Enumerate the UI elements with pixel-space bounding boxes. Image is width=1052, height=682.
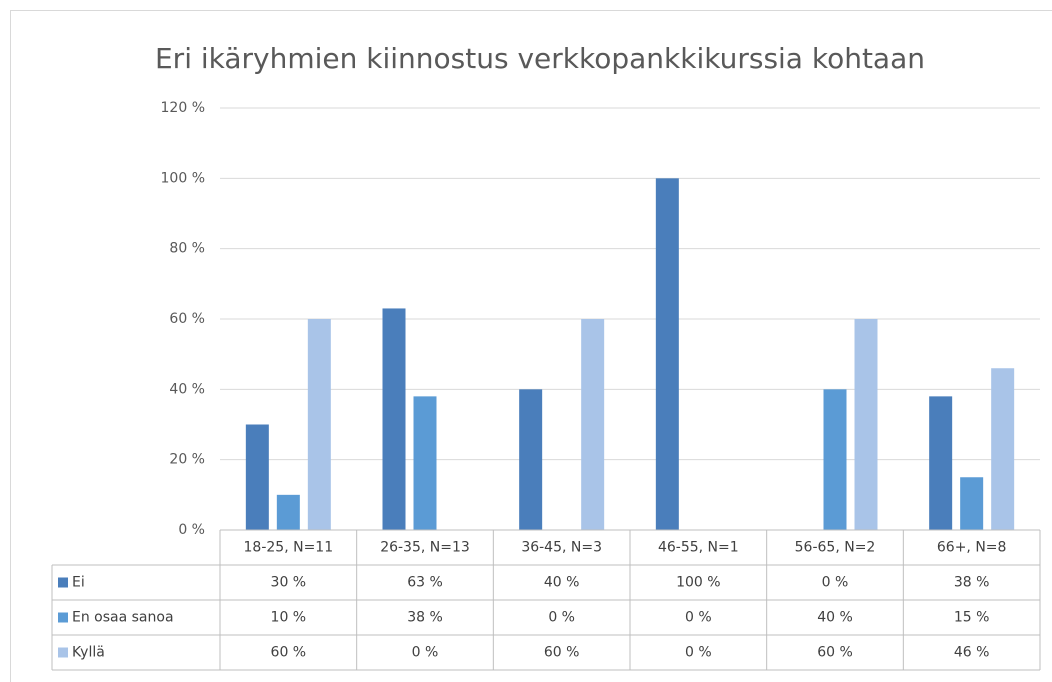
bar [382,308,406,530]
x-tick-label: 56-65, N=2 [795,540,876,556]
table-value: 38 % [954,575,990,591]
y-tick-label: 80 % [169,241,205,257]
y-tick-label: 120 % [161,100,205,116]
bar [519,389,543,530]
x-tick-label: 26-35, N=13 [380,540,470,556]
bar [991,368,1015,530]
bar [276,494,300,530]
table-value: 0 % [822,575,849,591]
table-value: 0 % [685,645,712,661]
bar [960,477,984,530]
y-tick-label: 0 % [178,522,205,538]
legend-label: Kyllä [72,645,105,661]
bar [854,319,878,530]
legend-swatch [58,612,68,623]
x-tick-label: 46-55, N=1 [658,540,739,556]
table-value: 60 % [271,645,307,661]
table-value: 100 % [676,575,720,591]
bar [581,319,605,530]
table-value: 38 % [407,610,443,626]
y-tick-label: 60 % [169,311,205,327]
x-tick-label: 66+, N=8 [937,540,1007,556]
legend-swatch [58,647,68,658]
legend-label: Ei [72,575,85,591]
bar [823,389,847,530]
table-value: 0 % [412,645,439,661]
bar [307,319,331,530]
table-value: 40 % [817,610,853,626]
table-value: 63 % [407,575,443,591]
bar [245,424,269,530]
table-value: 40 % [544,575,580,591]
table-value: 0 % [685,610,712,626]
table-value: 60 % [817,645,853,661]
table-value: 10 % [271,610,307,626]
legend-label: En osaa sanoa [72,610,174,626]
bar [929,396,953,530]
x-tick-label: 18-25, N=11 [244,540,334,556]
chart-frame [10,10,1052,682]
bar [413,396,437,530]
y-tick-label: 100 % [161,170,205,186]
table-value: 60 % [544,645,580,661]
chart-title: Eri ikäryhmien kiinnostus verkkopankkiku… [155,42,925,75]
table-value: 0 % [548,610,575,626]
table-value: 30 % [271,575,307,591]
y-tick-label: 20 % [169,452,205,468]
x-tick-label: 36-45, N=3 [521,540,602,556]
table-value: 46 % [954,645,990,661]
y-tick-label: 40 % [169,381,205,397]
bar [655,178,679,531]
legend-swatch [58,577,68,588]
table-value: 15 % [954,610,990,626]
